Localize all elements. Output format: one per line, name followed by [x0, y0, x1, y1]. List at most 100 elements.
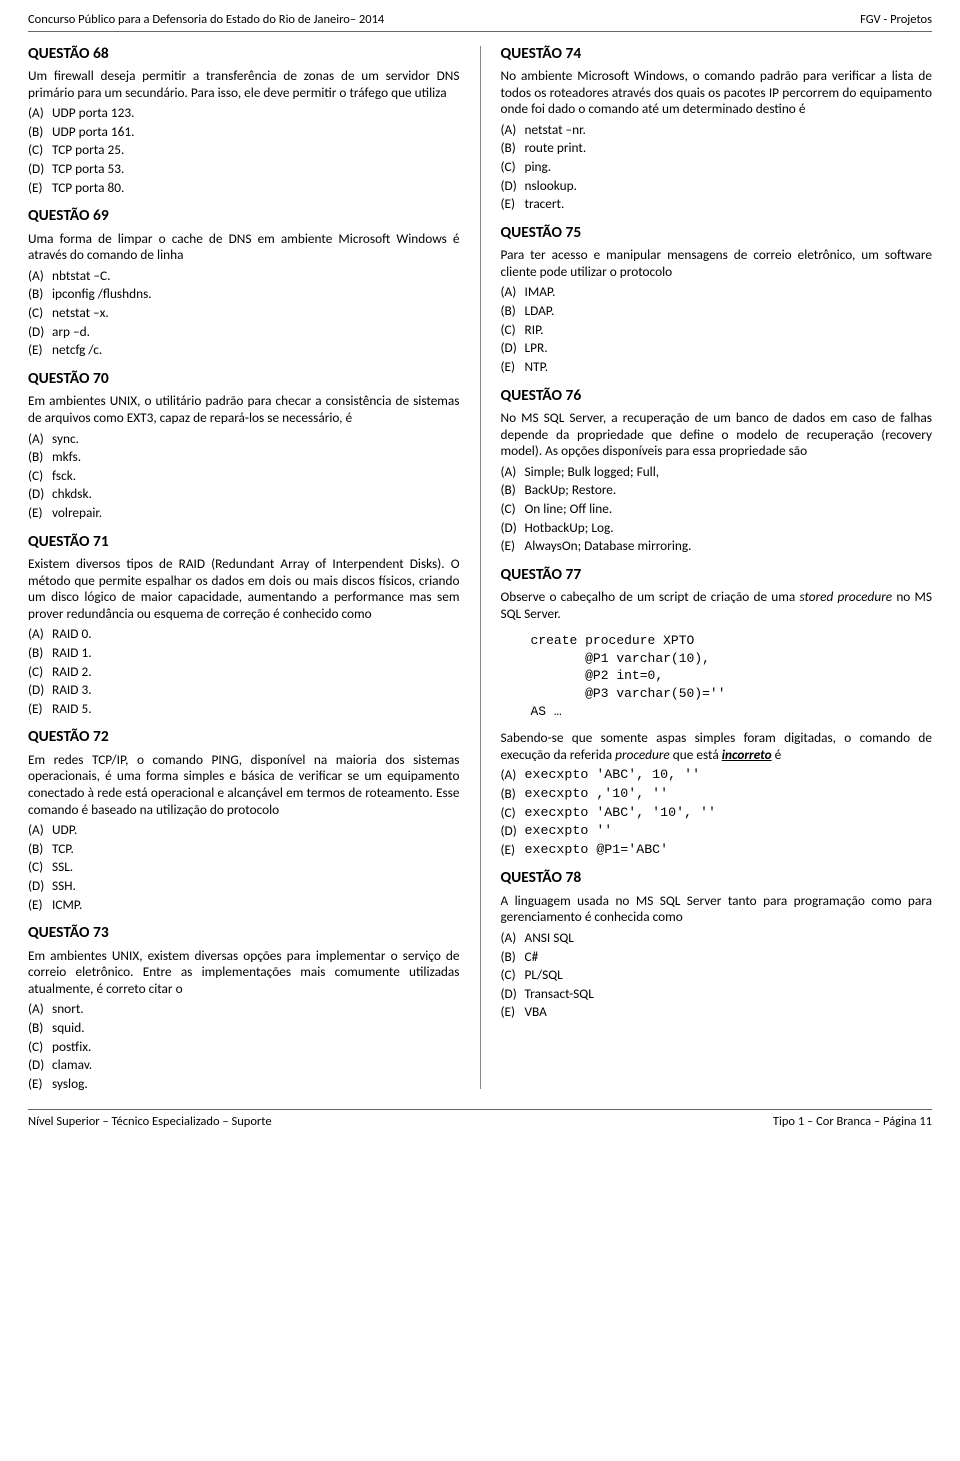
- opt-label: (B): [28, 124, 52, 141]
- opt-text: TCP porta 53.: [52, 161, 460, 178]
- q68-opt-c: (C)TCP porta 25.: [28, 142, 460, 159]
- opt-text: chkdsk.: [52, 486, 460, 503]
- q74-opt-d: (D)nslookup.: [501, 178, 933, 195]
- opt-text: PL/SQL: [525, 967, 933, 984]
- opt-label: (D): [28, 1057, 52, 1074]
- opt-label: (A): [501, 122, 525, 139]
- q72-opt-e: (E)ICMP.: [28, 897, 460, 914]
- q77-text1: Observe o cabeçalho de um script de cria…: [501, 589, 933, 622]
- q78-opt-c: (C)PL/SQL: [501, 967, 933, 984]
- q76-title: QUESTÃO 76: [501, 386, 933, 405]
- opt-text: ping.: [525, 159, 933, 176]
- opt-label: (B): [28, 286, 52, 303]
- opt-label: (C): [501, 805, 525, 822]
- q72-opt-a: (A)UDP.: [28, 822, 460, 839]
- q76-opt-a: (A)Simple; Bulk logged; Full,: [501, 464, 933, 481]
- opt-text: UDP porta 161.: [52, 124, 460, 141]
- q71-opt-d: (D)RAID 3.: [28, 682, 460, 699]
- footer-right: Tipo 1 – Cor Branca – Página 11: [773, 1114, 932, 1130]
- opt-label: (A): [28, 268, 52, 285]
- q72-title: QUESTÃO 72: [28, 727, 460, 746]
- q68-opt-e: (E)TCP porta 80.: [28, 180, 460, 197]
- opt-text: SSL.: [52, 859, 460, 876]
- opt-text: execxpto @P1='ABC': [525, 842, 933, 859]
- opt-text: syslog.: [52, 1076, 460, 1093]
- opt-text: LPR.: [525, 340, 933, 357]
- opt-text: TCP porta 80.: [52, 180, 460, 197]
- opt-text: nbtstat –C.: [52, 268, 460, 285]
- q73-title: QUESTÃO 73: [28, 923, 460, 942]
- opt-label: (A): [28, 105, 52, 122]
- opt-text: BackUp; Restore.: [525, 482, 933, 499]
- q72-opt-d: (D)SSH.: [28, 878, 460, 895]
- q77-text2e: é: [772, 746, 782, 763]
- q77-opt-e: (E)execxpto @P1='ABC': [501, 842, 933, 859]
- opt-label: (E): [501, 842, 525, 859]
- opt-text: execxpto 'ABC', '10', '': [525, 805, 933, 822]
- q77-code: create procedure XPTO @P1 varchar(10), @…: [531, 632, 933, 720]
- opt-label: (E): [28, 701, 52, 718]
- q77-opt-b: (B)execxpto ,'10', '': [501, 786, 933, 803]
- opt-text: postfix.: [52, 1039, 460, 1056]
- q77-text1a: Observe o cabeçalho de um script de cria…: [501, 588, 800, 605]
- opt-label: (D): [501, 340, 525, 357]
- opt-text: TCP porta 25.: [52, 142, 460, 159]
- opt-label: (E): [28, 505, 52, 522]
- opt-label: (A): [28, 822, 52, 839]
- opt-text: volrepair.: [52, 505, 460, 522]
- q77-text2: Sabendo-se que somente aspas simples for…: [501, 730, 933, 763]
- opt-label: (E): [28, 342, 52, 359]
- opt-text: SSH.: [52, 878, 460, 895]
- q68-opt-d: (D)TCP porta 53.: [28, 161, 460, 178]
- opt-label: (C): [501, 159, 525, 176]
- opt-text: LDAP.: [525, 303, 933, 320]
- q78-text: A linguagem usada no MS SQL Server tanto…: [501, 893, 933, 926]
- q74-opt-a: (A)netstat –nr.: [501, 122, 933, 139]
- content-columns: QUESTÃO 68 Um firewall deseja permitir a…: [28, 44, 932, 1095]
- opt-text: tracert.: [525, 196, 933, 213]
- q69-text: Uma forma de limpar o cache de DNS em am…: [28, 231, 460, 264]
- opt-text: route print.: [525, 140, 933, 157]
- q73-opt-a: (A)snort.: [28, 1001, 460, 1018]
- opt-label: (B): [28, 645, 52, 662]
- opt-label: (B): [501, 949, 525, 966]
- opt-label: (B): [501, 303, 525, 320]
- opt-text: RAID 2.: [52, 664, 460, 681]
- q78-title: QUESTÃO 78: [501, 868, 933, 887]
- q70-title: QUESTÃO 70: [28, 369, 460, 388]
- opt-text: RAID 3.: [52, 682, 460, 699]
- opt-label: (D): [501, 986, 525, 1003]
- header-left: Concurso Público para a Defensoria do Es…: [28, 12, 384, 28]
- opt-label: (D): [28, 878, 52, 895]
- q72-opt-b: (B)TCP.: [28, 841, 460, 858]
- q73-opt-d: (D)clamav.: [28, 1057, 460, 1074]
- footer-left: Nível Superior – Técnico Especializado –…: [28, 1114, 272, 1130]
- q71-opt-e: (E)RAID 5.: [28, 701, 460, 718]
- opt-text: execxpto '': [525, 823, 933, 840]
- q75-opt-e: (E)NTP.: [501, 359, 933, 376]
- q77-opt-a: (A)execxpto 'ABC', 10, '': [501, 767, 933, 784]
- q73-opt-c: (C)postfix.: [28, 1039, 460, 1056]
- header-right: FGV - Projetos: [860, 12, 932, 28]
- opt-text: fsck.: [52, 468, 460, 485]
- q75-opt-d: (D)LPR.: [501, 340, 933, 357]
- q78-opt-d: (D)Transact-SQL: [501, 986, 933, 1003]
- q77-opt-c: (C)execxpto 'ABC', '10', '': [501, 805, 933, 822]
- opt-label: (D): [28, 324, 52, 341]
- q76-opt-d: (D)HotbackUp; Log.: [501, 520, 933, 537]
- opt-text: ipconfig /flushdns.: [52, 286, 460, 303]
- opt-label: (B): [28, 449, 52, 466]
- page-footer: Nível Superior – Técnico Especializado –…: [28, 1109, 932, 1130]
- q70-opt-d: (D)chkdsk.: [28, 486, 460, 503]
- opt-text: snort.: [52, 1001, 460, 1018]
- q74-title: QUESTÃO 74: [501, 44, 933, 63]
- opt-label: (A): [28, 626, 52, 643]
- opt-label: (B): [501, 786, 525, 803]
- opt-text: execxpto 'ABC', 10, '': [525, 767, 933, 784]
- opt-label: (C): [28, 1039, 52, 1056]
- q70-opt-a: (A)sync.: [28, 431, 460, 448]
- q68-text: Um firewall deseja permitir a transferên…: [28, 68, 460, 101]
- opt-text: Transact-SQL: [525, 986, 933, 1003]
- q74-opt-c: (C)ping.: [501, 159, 933, 176]
- opt-label: (A): [501, 767, 525, 784]
